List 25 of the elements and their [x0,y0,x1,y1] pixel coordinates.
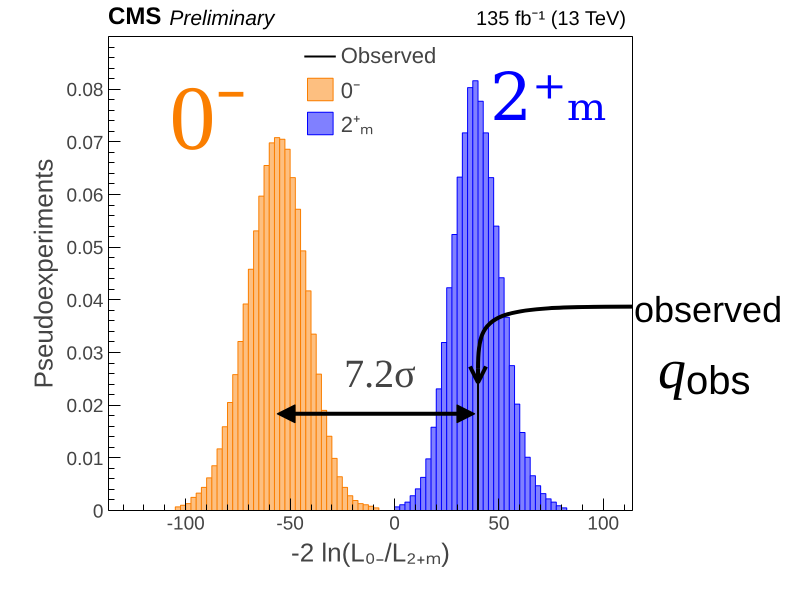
y-tick-label: 0.08 [66,80,104,102]
x-tick-label: 0 [389,514,400,534]
annotation: 2⁺ₘ [490,59,608,136]
x-tick-label: 50 [488,514,510,534]
annotation: 0⁻ [170,67,247,170]
y-tick-label: 0.03 [66,344,104,364]
x-tick-label: 100 [587,514,620,534]
chart-subtitle: Preliminary [169,6,274,32]
y-tick-label: 0.02 [66,396,104,418]
x-tick-label: -50 [276,514,304,534]
y-tick-label: 0.07 [66,132,104,154]
legend-label: 0⁻ [340,77,361,104]
y-tick-label: 0.04 [66,290,104,312]
annotation: observed q$_{obs}$ [634,289,782,403]
text: 135 fb⁻¹ (13 TeV) [476,7,626,32]
annotation: 7.2σ [344,350,416,396]
x-axis-title: -2 ln(L₀₋/L₂₊ₘ) [291,538,450,568]
chart-title: CMS [108,2,162,32]
y-axis-title: Pseudoexperiments [28,158,59,388]
y-tick-label: 0.06 [66,186,104,206]
y-tick-label: 0.05 [66,238,104,260]
legend-label: Observed [340,43,436,69]
legend-label: 2⁺ₘ [340,111,374,138]
x-tick-label: -100 [166,514,205,534]
y-tick-label: 0.01 [66,448,104,470]
